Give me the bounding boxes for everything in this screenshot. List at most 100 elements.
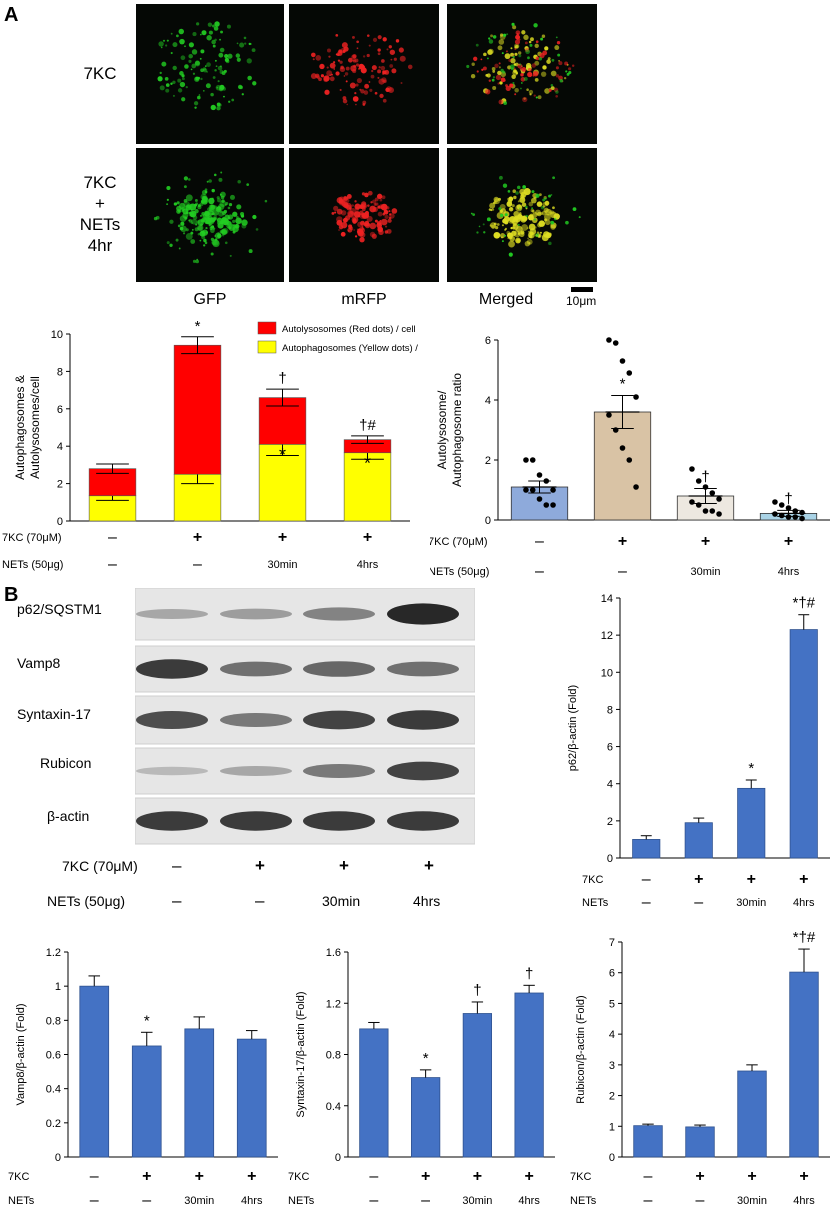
fluorescent-dot [203, 68, 208, 73]
fluorescent-dot [555, 74, 560, 78]
fluorescent-dot [362, 103, 366, 106]
fluorescent-dot [172, 94, 175, 97]
fluorescent-dot [519, 63, 522, 66]
data-point [536, 496, 543, 502]
blot-band [136, 609, 208, 619]
fluorescent-dot [162, 39, 166, 42]
fluorescent-dot [504, 53, 511, 60]
fluorescent-dot [221, 229, 228, 236]
fluorescent-dot [377, 211, 383, 217]
fluorescent-dot [527, 67, 532, 72]
fluorescent-dot [212, 219, 216, 223]
fluorescent-dot [509, 83, 514, 88]
fluorescent-dot [515, 191, 519, 195]
fluorescent-dot [178, 28, 185, 35]
fluorescent-dot [492, 85, 497, 90]
fluorescent-dot [333, 61, 336, 64]
fluorescent-dot [493, 198, 500, 205]
fluorescent-dot [181, 74, 185, 78]
fluorescent-dot [517, 200, 520, 203]
fluorescent-dot [536, 201, 543, 207]
fluorescent-dot [360, 213, 366, 218]
chart-syntaxin17: 0 0.4 0.8 1.2 1.6 Syntaxin-17/β-actin (Fold) *… [288, 947, 555, 1209]
data-point [778, 512, 785, 519]
condition-value-nets: 30min [691, 566, 721, 578]
fluorescent-dot [499, 175, 503, 180]
fluorescent-dot [472, 213, 476, 217]
y-tick-label: 4 [485, 395, 491, 407]
fluorescent-dot [520, 82, 523, 84]
fluorescent-dot [183, 176, 189, 181]
data-point [709, 508, 716, 514]
fluorescent-dot [523, 34, 529, 41]
fluorescent-dot [528, 201, 534, 207]
condition-value-nets: – [696, 1192, 705, 1209]
fluorescent-dot [207, 22, 213, 27]
fluorescent-dot [352, 59, 355, 62]
fluorescent-dot [353, 229, 355, 231]
panel-a-letter: A [4, 4, 19, 26]
fluorescent-dot [514, 39, 521, 45]
fluorescent-dot [355, 83, 359, 87]
blot-band [220, 766, 292, 776]
condition-value-7kc: + [524, 1168, 533, 1185]
fluorescent-dot [188, 59, 192, 63]
fluorescent-dot [357, 231, 362, 236]
blot-row1-lane2: + [255, 856, 265, 875]
y-tick-label: 4 [607, 779, 613, 791]
fluorescent-dot [379, 196, 382, 199]
y-tick-label: 6 [607, 742, 613, 754]
fluorescent-dot [499, 81, 503, 85]
fluorescent-dot [510, 47, 513, 50]
fluorescent-dot [226, 24, 231, 29]
fluorescent-dot [550, 211, 557, 219]
fluorescent-dot [221, 199, 225, 203]
bar [737, 1070, 767, 1158]
fluorescent-dot [214, 232, 222, 239]
data-point [633, 484, 639, 490]
fluorescent-dot [194, 106, 197, 109]
fluorescent-dot [219, 220, 224, 225]
fluorescent-dot [538, 57, 542, 61]
fluorescent-dot [335, 33, 339, 37]
bar [236, 1038, 267, 1158]
row-label-7kc: 7KC [83, 64, 117, 83]
data-point [536, 472, 543, 478]
fluorescent-dot [514, 87, 519, 93]
fluorescent-dot [207, 215, 213, 222]
fluorescent-dot [388, 87, 394, 94]
fluorescent-dot [550, 224, 556, 230]
fluorescent-dot [535, 209, 541, 216]
fluorescent-dot [523, 188, 531, 196]
fluorescent-dot [197, 205, 202, 210]
fluorescent-dot [192, 72, 196, 75]
fluorescent-dot [363, 222, 368, 227]
data-point [543, 502, 550, 508]
fluorescent-dot [537, 222, 542, 228]
fluorescent-dot [219, 69, 224, 75]
fluorescent-dot [211, 39, 216, 45]
fluorescent-dot [555, 66, 559, 70]
fluorescent-dot [248, 249, 253, 254]
fluorescent-dot [192, 259, 197, 263]
fluorescent-dot [224, 241, 228, 245]
y-tick-label: 0 [609, 1152, 615, 1164]
condition-value-7kc: – [535, 533, 544, 550]
fluorescent-dot [497, 70, 502, 76]
fluorescent-dot [553, 87, 559, 93]
data-point [716, 511, 722, 517]
legend-swatch [257, 340, 277, 354]
fluorescent-dot [170, 82, 173, 85]
fluorescent-dot [540, 37, 544, 41]
data-point [709, 490, 716, 496]
fluorescent-dot [210, 252, 214, 256]
fluorescent-dot [521, 202, 527, 207]
fluorescent-dot [218, 103, 222, 107]
fluorescent-dot [512, 189, 517, 193]
data-point [799, 509, 805, 516]
blot-label-beta-actin: β-actin [47, 808, 90, 824]
fluorescent-dot [382, 212, 386, 215]
condition-value-7kc: + [142, 1168, 151, 1185]
fluorescent-dot [565, 70, 568, 73]
fluorescent-dot [369, 222, 377, 230]
